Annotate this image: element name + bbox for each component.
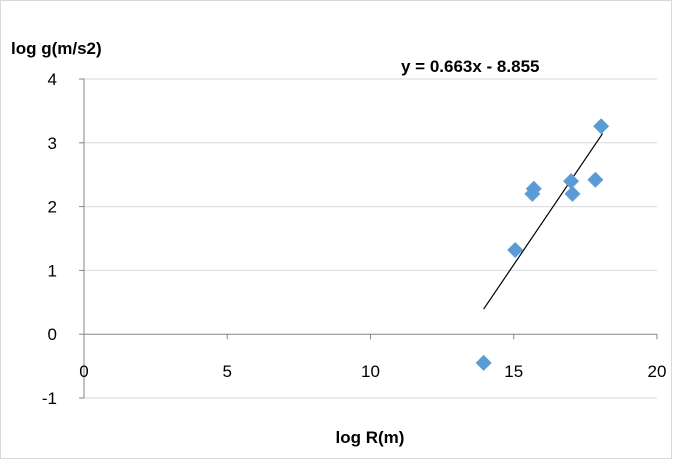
y-tick-label: 0 [48,325,57,344]
tick-labels: 0 5 10 15 20 -1 0 1 2 3 4 [42,70,667,408]
data-points [475,118,610,371]
data-point-marker [507,241,524,258]
trendline-layer [483,133,604,310]
data-point-marker [525,180,542,197]
x-tick-label: 15 [504,362,523,381]
y-tick-label: 2 [48,198,57,217]
data-point-marker [564,185,581,202]
x-tick-label: 0 [79,362,88,381]
x-axis-title: log R(m) [336,428,405,447]
y-tick-label: 1 [48,261,57,280]
y-tick-label: 3 [48,134,57,153]
trendline-equation: y = 0.663x - 8.855 [401,57,539,76]
y-tick-label: -1 [42,389,57,408]
data-point-marker [475,354,492,371]
data-point-marker [563,173,580,190]
x-tick-label: 10 [361,362,380,381]
y-axis-title: log g(m/s2) [11,39,102,58]
data-point-marker [587,171,604,188]
axes [79,78,658,399]
data-point-marker [593,118,610,135]
y-tick-label: 4 [48,70,57,89]
gridlines [84,78,657,399]
x-tick-label: 20 [648,362,667,381]
x-tick-label: 5 [223,362,232,381]
trendline [483,133,604,310]
